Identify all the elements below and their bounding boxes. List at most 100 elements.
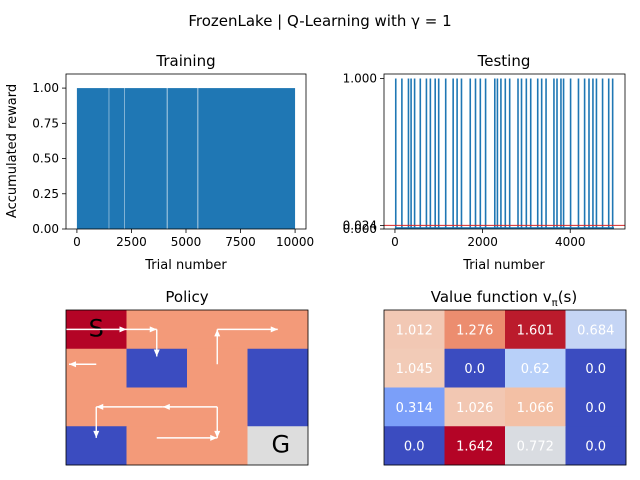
value-cell <box>505 426 566 466</box>
value-panel: Value function vπ(s) 1.012 1.276 1.601 0.68… <box>383 288 627 466</box>
value-cell-label: 0.0 <box>464 362 485 377</box>
testing-success-bar <box>611 78 614 230</box>
value-cell <box>444 387 506 427</box>
testing-success-bar <box>419 78 422 230</box>
policy-cell <box>247 348 309 388</box>
policy-arrow-head <box>153 349 160 357</box>
testing-title: Testing <box>477 52 531 70</box>
training-y-tick-label: 1.00 <box>32 81 59 95</box>
testing-success-bar <box>460 78 463 230</box>
testing-success-bar <box>469 78 472 230</box>
policy-cell <box>247 426 309 466</box>
policy-goal-label: G <box>271 431 290 459</box>
value-cell-label: 0.0 <box>585 401 606 416</box>
testing-success-bar <box>536 78 539 230</box>
testing-success-bar <box>556 78 558 230</box>
value-grid: 1.012 1.276 1.601 0.684 1.045 0.0 0.62 0.0 0.314… <box>384 310 627 466</box>
policy-arrow-head <box>119 326 127 333</box>
policy-arrow-head <box>93 430 100 438</box>
value-cell-label: 1.066 <box>517 401 554 416</box>
testing-success-bar <box>525 78 528 230</box>
testing-x-tick-label: 0 <box>391 235 399 249</box>
training-success-bar <box>167 88 198 229</box>
value-cell-label: 1.026 <box>456 401 493 416</box>
training-y-tick-label: 0.25 <box>32 187 59 201</box>
value-cell-label: 1.012 <box>396 323 433 338</box>
testing-success-bar <box>401 78 403 230</box>
value-cell-label: 0.0 <box>585 440 606 455</box>
testing-bars <box>394 78 615 230</box>
testing-success-bar <box>569 78 572 230</box>
testing-success-bar <box>394 78 397 230</box>
testing-success-bar <box>560 78 562 230</box>
policy-title: Policy <box>165 288 208 306</box>
value-cell <box>384 310 445 350</box>
policy-arrow-head <box>162 403 170 410</box>
testing-success-bar <box>517 78 519 230</box>
policy-arrow-head <box>270 326 278 333</box>
testing-success-bar <box>595 78 598 230</box>
value-cell-label: 0.62 <box>521 362 550 377</box>
testing-success-bar <box>484 78 487 230</box>
value-cell <box>565 310 627 350</box>
testing-success-bar <box>452 78 454 230</box>
value-cell <box>565 387 627 427</box>
testing-success-bar <box>429 78 432 230</box>
training-success-bar <box>124 88 167 229</box>
value-cell <box>384 387 445 427</box>
policy-arrow-head <box>210 434 218 441</box>
policy-arrow-head <box>214 430 221 438</box>
testing-success-bar <box>601 78 604 230</box>
testing-success-bar <box>553 78 555 230</box>
policy-cell <box>126 426 188 466</box>
policy-panel: Policy SG <box>65 288 309 466</box>
testing-success-bar <box>425 78 428 230</box>
testing-success-bar <box>520 78 523 230</box>
testing-success-bar <box>456 78 458 230</box>
value-cell-label: 1.276 <box>456 323 493 338</box>
testing-success-bar <box>529 78 532 230</box>
testing-success-bar <box>496 78 499 230</box>
policy-arrow-head <box>149 326 157 333</box>
training-ticks: 0 2500 5000 7500 10000 0.00 0.25 0.50 0.75 1.00 <box>32 81 314 249</box>
training-y-tick-label: 0.75 <box>32 116 59 130</box>
policy-cell <box>247 387 309 427</box>
policy-axes-frame <box>65 309 309 466</box>
testing-x-tick-label: 4000 <box>555 235 586 249</box>
policy-start-label: S <box>89 314 104 342</box>
testing-success-bar <box>413 78 416 230</box>
value-cell <box>444 348 506 388</box>
testing-ticks: 0 2000 4000 0.0000.024 1.000 <box>343 72 586 249</box>
value-cell-label: 1.642 <box>456 440 493 455</box>
training-success-bar <box>198 88 296 229</box>
value-cell-label: 0.314 <box>396 401 433 416</box>
testing-success-bar <box>583 78 586 230</box>
value-axes-frame <box>383 309 627 466</box>
training-bars <box>76 88 296 229</box>
testing-xlabel: Trial number <box>462 258 545 273</box>
training-success-bar <box>76 88 109 229</box>
testing-success-bar <box>479 78 482 230</box>
testing-success-bar <box>607 78 610 230</box>
testing-success-bar <box>562 78 565 230</box>
testing-success-bar <box>434 78 436 230</box>
value-cell <box>565 426 627 466</box>
policy-cell <box>66 348 127 388</box>
testing-y-tick-label: 0.000 <box>343 222 377 236</box>
training-x-tick-label: 2500 <box>116 235 147 249</box>
value-cell <box>505 310 566 350</box>
testing-success-bar <box>410 78 412 230</box>
testing-axes-frame <box>383 73 626 230</box>
value-cell <box>505 348 566 388</box>
training-success-bar <box>109 88 125 229</box>
testing-success-bar <box>508 78 511 230</box>
testing-success-bar <box>444 78 447 230</box>
value-cell-label: 0.772 <box>517 440 554 455</box>
value-cell <box>444 426 506 466</box>
training-x-tick-label: 0 <box>73 235 81 249</box>
value-cell-label: 0.0 <box>585 362 606 377</box>
policy-grid: SG <box>66 310 309 466</box>
policy-arrows <box>66 326 278 441</box>
figure-title: FrozenLake | Q-Learning with γ = 1 <box>188 12 451 30</box>
